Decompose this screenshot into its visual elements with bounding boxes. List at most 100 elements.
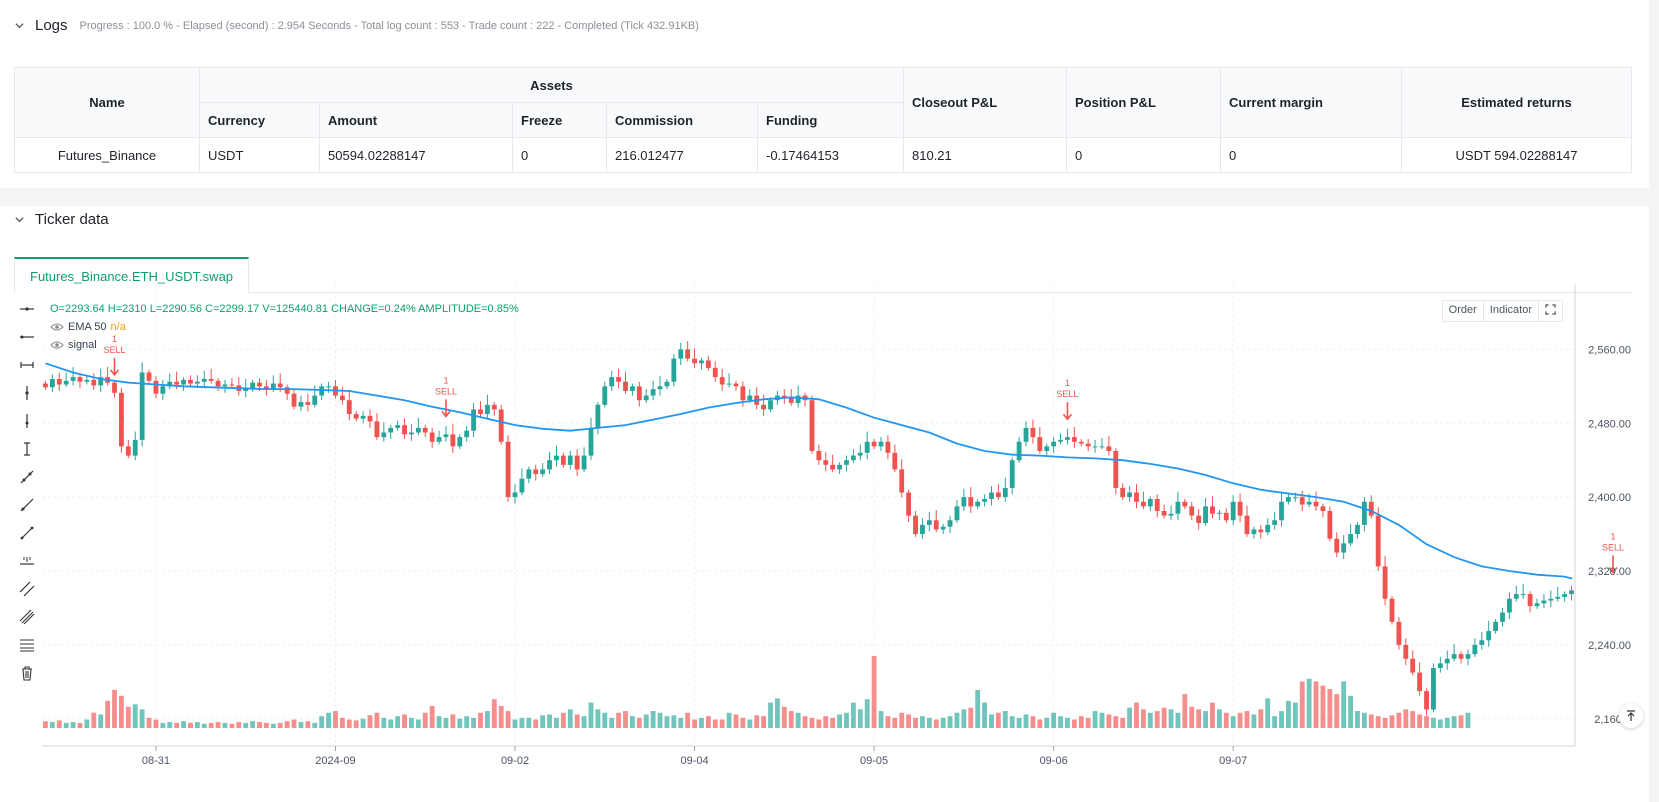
ray-line-tool[interactable]	[14, 492, 40, 518]
volume-bar	[740, 717, 746, 728]
volume-bar	[913, 717, 918, 728]
extended-line-tool[interactable]	[14, 520, 40, 546]
ohlc-values: O=2293.64 H=2310 L=2290.56 C=2299.17 V=1…	[50, 303, 519, 315]
header-position: Position P&L	[1066, 67, 1221, 138]
candle-body	[1147, 498, 1153, 507]
scroll-to-top-button[interactable]	[1619, 704, 1643, 728]
vertical-segment-tool[interactable]	[14, 436, 40, 462]
vertical-line-tool[interactable]	[14, 408, 40, 434]
volume-bar	[878, 711, 884, 728]
candle-body	[201, 378, 207, 382]
chart-controls: Order Indicator	[1441, 300, 1563, 322]
candle-body	[1030, 427, 1036, 438]
trend-line-tool[interactable]	[14, 464, 40, 490]
volume-bar	[264, 722, 269, 728]
indicator-button[interactable]: Indicator	[1484, 301, 1539, 321]
volume-bar	[1154, 711, 1160, 728]
volume-bar	[650, 711, 656, 728]
parallel-channel-tool[interactable]	[14, 576, 40, 602]
candle-body	[1113, 450, 1119, 488]
candle-body	[1437, 663, 1443, 668]
candle-body	[1341, 543, 1347, 553]
assets-table: Name Assets Closeout P&L Position P&L Cu…	[14, 67, 1632, 173]
signal-text-label: SELL	[1602, 542, 1624, 552]
candle-body	[160, 386, 166, 394]
candle-body	[498, 409, 504, 442]
volume-bar	[339, 717, 345, 728]
candle-body	[291, 393, 297, 407]
vertical-ray-tool[interactable]	[14, 380, 40, 406]
extended-line-icon	[20, 526, 34, 540]
volume-bar	[98, 714, 104, 728]
candle-body	[429, 432, 435, 442]
candle-body	[436, 437, 442, 442]
candle-body	[1265, 524, 1271, 533]
candle-body	[629, 386, 635, 391]
volume-bar	[719, 719, 725, 728]
eye-icon[interactable]	[50, 322, 64, 332]
candle-body	[1348, 534, 1353, 544]
order-button[interactable]: Order	[1443, 301, 1484, 321]
volume-bar	[56, 720, 62, 728]
legend-signal[interactable]: signal	[50, 336, 519, 354]
horizontal-segment-icon	[20, 362, 34, 368]
candle-body	[657, 386, 663, 390]
eye-icon[interactable]	[50, 340, 64, 350]
volume-bar	[1099, 712, 1105, 728]
ticker-header[interactable]: Ticker data	[14, 211, 109, 228]
fibonacci-tool[interactable]	[14, 632, 40, 658]
candle-body	[1431, 667, 1436, 710]
horizontal-line-tool[interactable]	[14, 324, 40, 350]
cell-amount: 50594.02288147	[319, 137, 513, 173]
volume-bar	[844, 712, 849, 728]
chevron-down-icon[interactable]	[14, 20, 25, 31]
candle-body	[554, 455, 559, 461]
symbol-tabs: Futures_Binance.ETH_USDT.swap	[14, 257, 1632, 293]
vertical-segment-icon	[24, 442, 30, 456]
volume-bar	[1368, 714, 1374, 728]
signal-text-label: SELL	[103, 345, 125, 355]
volume-bar	[333, 711, 338, 728]
volume-bar	[1140, 709, 1146, 728]
candle-body	[1424, 691, 1429, 710]
volume-bar	[450, 714, 456, 728]
candle-body	[388, 427, 394, 433]
header-commission: Commission	[606, 102, 758, 138]
candle-body	[871, 441, 877, 447]
volume-bar	[899, 712, 905, 728]
volume-bar	[892, 717, 898, 728]
volume-bar	[664, 716, 670, 728]
candle-body	[726, 383, 732, 385]
pitchfork-tool[interactable]	[14, 604, 40, 630]
trend-line-icon	[20, 470, 34, 484]
candle-body	[139, 372, 145, 440]
volume-bar	[574, 714, 580, 728]
candle-body	[1548, 598, 1554, 601]
candle-body	[892, 452, 898, 470]
candle-body	[560, 455, 566, 465]
volume-bar	[1437, 719, 1443, 728]
horizontal-ray-tool[interactable]	[14, 296, 40, 322]
volume-bar	[208, 722, 214, 728]
legend-ema[interactable]: EMA 50 n/a	[50, 318, 519, 336]
volume-bar	[360, 718, 366, 728]
delete-drawings-tool[interactable]	[14, 660, 40, 686]
candle-body	[947, 520, 953, 527]
candle-body	[70, 377, 76, 381]
logs-header[interactable]: Logs Progress : 100.0 % - Elapsed (secon…	[14, 17, 699, 34]
candle-body	[1417, 672, 1423, 692]
tab-eth-usdt-swap[interactable]: Futures_Binance.ETH_USDT.swap	[14, 257, 250, 293]
volume-bar	[443, 717, 449, 728]
signal-text-label: SELL	[1056, 389, 1078, 399]
volume-bar	[636, 717, 642, 728]
horizontal-segment-tool[interactable]	[14, 352, 40, 378]
price-label-tool[interactable]	[14, 548, 40, 574]
chevron-down-icon[interactable]	[14, 214, 25, 225]
volume-bar	[802, 716, 808, 728]
candle-body	[788, 397, 794, 403]
volume-bar	[1113, 716, 1119, 728]
volume-bar	[1161, 707, 1167, 728]
volume-bar	[705, 716, 711, 728]
fullscreen-button[interactable]	[1539, 301, 1562, 321]
